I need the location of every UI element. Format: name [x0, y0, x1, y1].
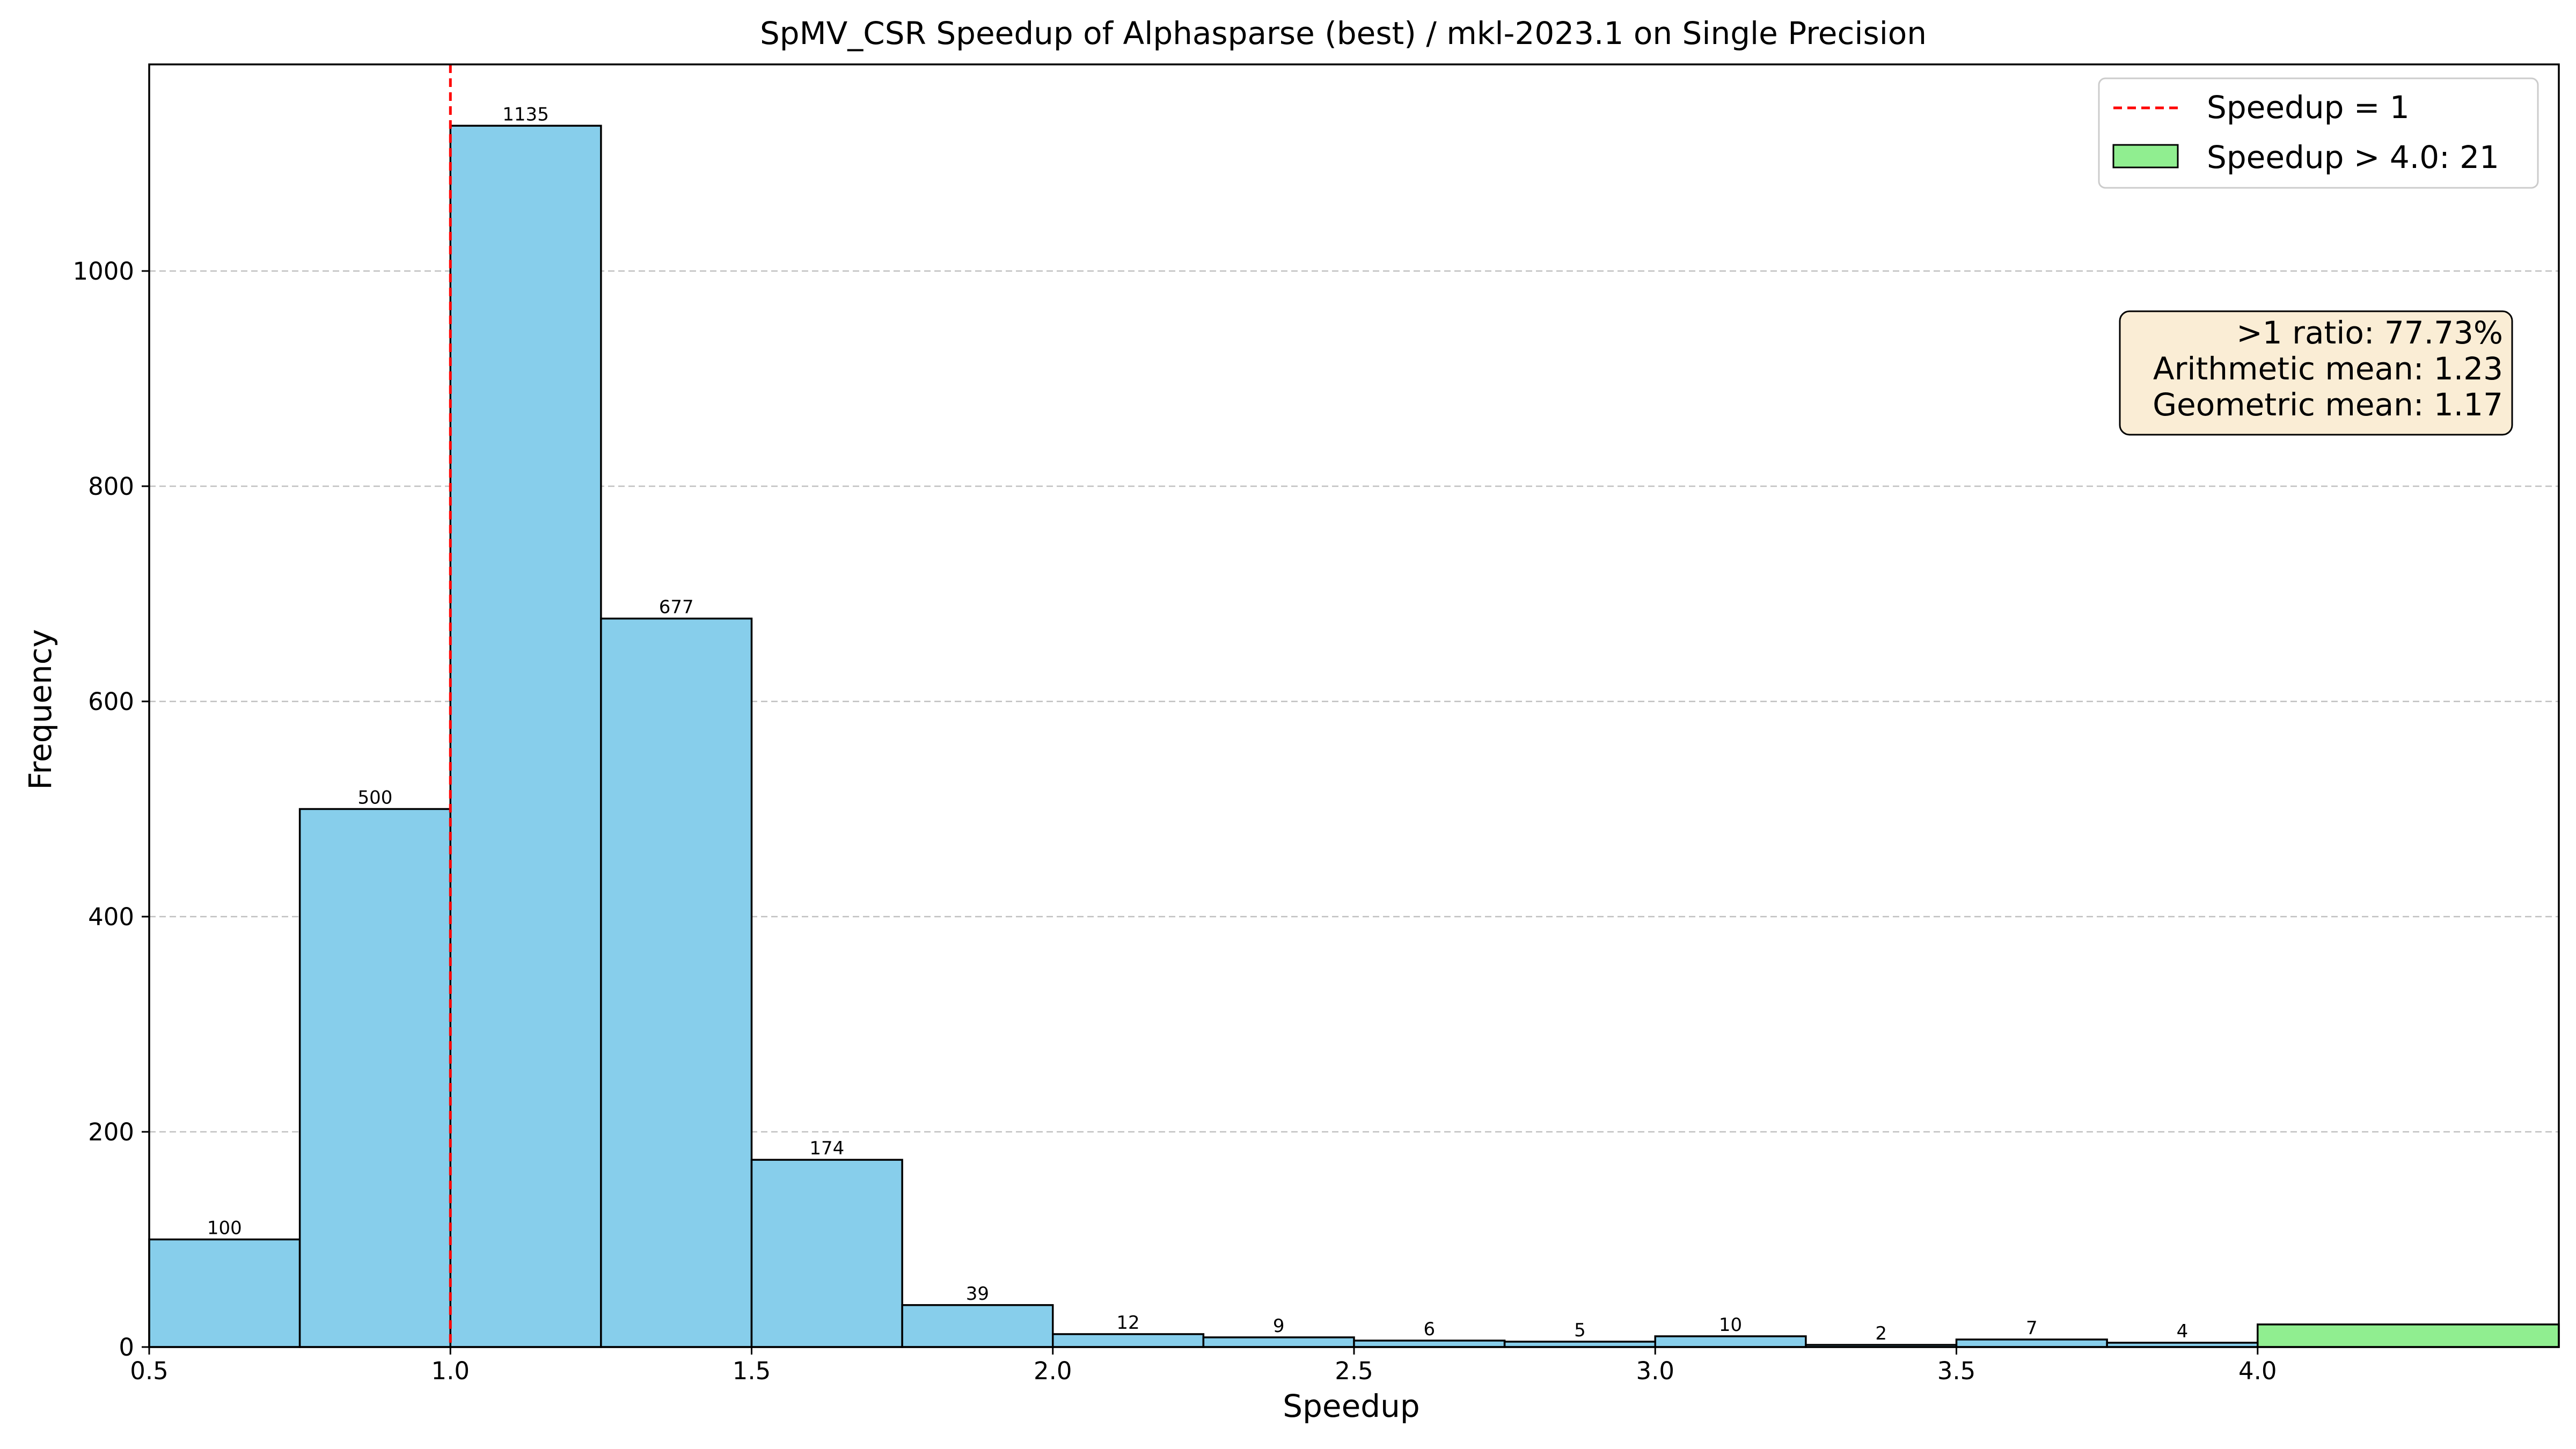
stats-ratio: >1 ratio: 77.73% — [2236, 314, 2503, 351]
histogram-bar — [1202, 1336, 1355, 1348]
axes-layer: 0.5 1.0 1.5 2.0 2.5 3.0 3.5 4.0 0 200 400 600 800 100… — [72, 63, 2560, 1385]
x-axis-label: Speedup — [1283, 1388, 1419, 1424]
legend-frame — [2098, 77, 2539, 189]
bar-count-label: 7 — [2026, 1318, 2038, 1339]
histogram-bar — [600, 617, 753, 1348]
overflow-bar — [2257, 1323, 2560, 1348]
y-tick-label: 200 — [88, 1118, 134, 1146]
histogram-bar — [148, 1238, 301, 1348]
legend: Speedup = 1 Speedup > 4.0: 21 — [2098, 77, 2539, 189]
y-tick-label: 1000 — [72, 257, 134, 286]
chart-title: SpMV_CSR Speedup of Alphasparse (best) /… — [760, 15, 1927, 52]
bar-count-label: 100 — [207, 1217, 242, 1239]
y-tick-label: 0 — [119, 1333, 134, 1362]
bar-count-label: 1135 — [502, 104, 549, 125]
histogram-bar — [1654, 1335, 1807, 1348]
bar-count-label: 6 — [1423, 1319, 1435, 1340]
stats-arithmetic-mean: Arithmetic mean: 1.23 — [2153, 350, 2503, 387]
histogram-bar — [1052, 1333, 1205, 1348]
histogram-bar — [1955, 1338, 2108, 1348]
bar-count-label: 500 — [357, 787, 392, 808]
y-tick-label: 600 — [88, 687, 134, 716]
x-tick-label: 1.5 — [733, 1357, 771, 1385]
stats-geometric-mean: Geometric mean: 1.17 — [2153, 386, 2503, 423]
bar-count-label: 5 — [1574, 1320, 1586, 1341]
x-tick-label: 2.0 — [1034, 1357, 1072, 1385]
x-tick-label: 4.0 — [2238, 1357, 2277, 1385]
bar-count-label: 39 — [966, 1283, 989, 1305]
legend-entry-reference-line: Speedup = 1 — [2207, 89, 2410, 126]
histogram-bar — [750, 1159, 903, 1348]
bar-count-label: 677 — [659, 597, 694, 618]
stats-box: >1 ratio: 77.73% Arithmetic mean: 1.23 G… — [2119, 310, 2513, 436]
legend-overflow-swatch — [2112, 144, 2179, 169]
stats-box-background — [2119, 310, 2513, 436]
bar-count-label: 12 — [1116, 1312, 1139, 1334]
y-tick-label: 400 — [88, 903, 134, 931]
histogram-bar — [1353, 1340, 1506, 1348]
histogram-bar — [449, 125, 602, 1348]
x-tick-label: 3.5 — [1937, 1357, 1976, 1385]
histogram-bar — [298, 808, 451, 1348]
bar-count-label: 10 — [1719, 1314, 1742, 1336]
bar-labels-layer: 100 500 1135 677 174 39 12 9 6 5 10 2 7 4 — [207, 104, 2188, 1344]
y-axis-label: Frequency — [22, 629, 58, 790]
bar-count-label: 9 — [1273, 1315, 1285, 1337]
bar-count-label: 174 — [809, 1138, 844, 1159]
x-tick-label: 3.0 — [1636, 1357, 1674, 1385]
x-tick-label: 1.0 — [431, 1357, 470, 1385]
x-tick-label: 2.5 — [1335, 1357, 1373, 1385]
bars-layer — [148, 125, 2560, 1348]
bar-count-label: 4 — [2177, 1321, 2189, 1342]
bar-count-label: 2 — [1875, 1323, 1887, 1344]
histogram-bar — [901, 1304, 1054, 1348]
x-tick-label: 0.5 — [130, 1357, 169, 1385]
y-tick-label: 800 — [88, 472, 134, 501]
legend-entry-overflow: Speedup > 4.0: 21 — [2207, 139, 2499, 175]
